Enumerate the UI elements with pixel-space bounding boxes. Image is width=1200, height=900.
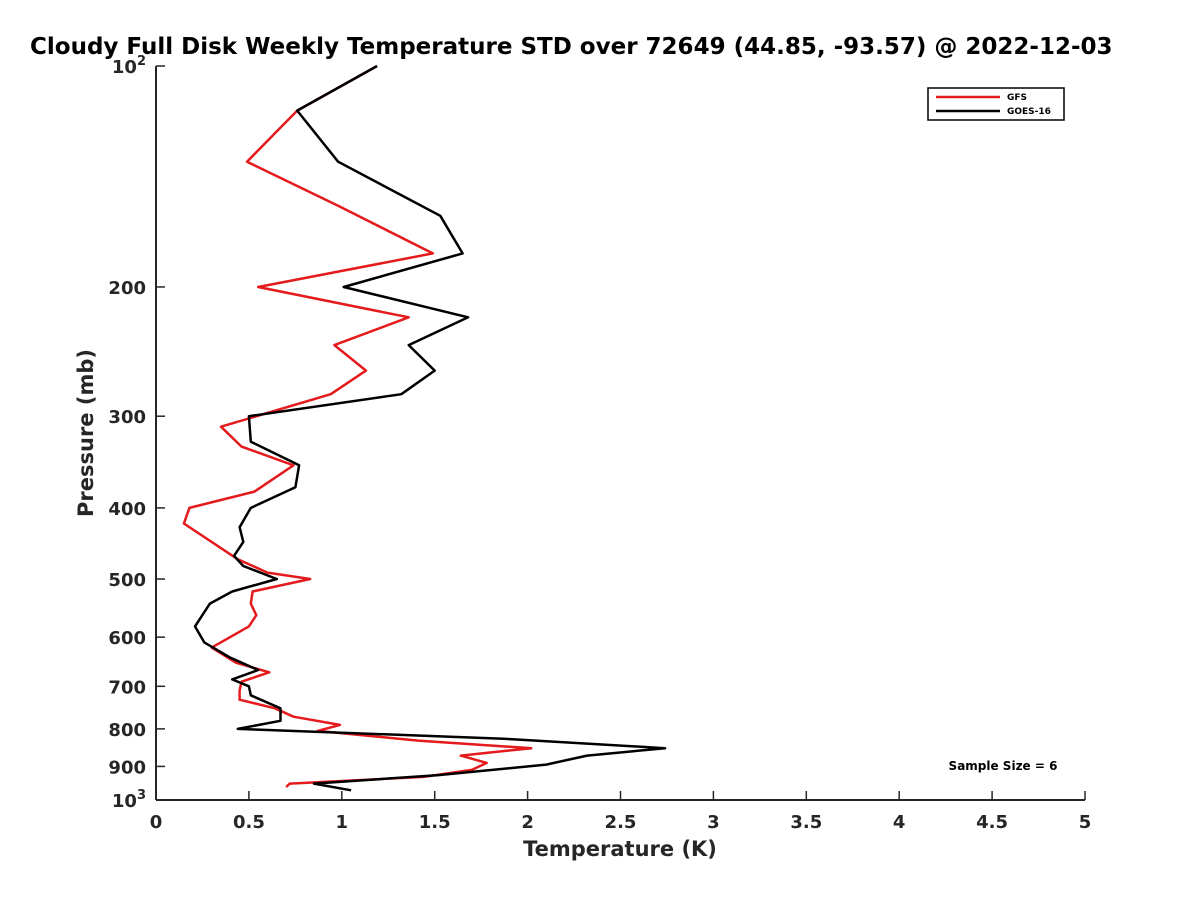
series-line-gfs	[182, 64, 533, 788]
x-tick-label: 1	[336, 812, 349, 833]
sample-size-annotation: Sample Size = 6	[949, 759, 1058, 773]
chart-title: Cloudy Full Disk Weekly Temperature STD …	[30, 34, 1113, 60]
y-tick-label: 103	[112, 788, 146, 812]
x-tick-label: 4	[893, 812, 906, 833]
legend-label-goes16: GOES-16	[1007, 107, 1051, 117]
y-tick-label: 600	[108, 628, 146, 649]
x-tick-label: 3	[707, 812, 720, 833]
x-tick-label: 5	[1079, 812, 1092, 833]
x-axis-label: Temperature (K)	[523, 837, 717, 861]
y-axis-label: Pressure (mb)	[74, 349, 98, 517]
y-tick-label: 300	[108, 407, 146, 428]
legend-box	[927, 87, 1065, 121]
x-tick-label: 3.5	[790, 812, 822, 833]
series-line-goes16	[193, 64, 667, 792]
x-tick-label: 2	[521, 812, 534, 833]
x-tick-label: 1.5	[419, 812, 451, 833]
legend-label-gfs: GFS	[1007, 93, 1027, 103]
y-tick-label: 500	[108, 570, 146, 591]
x-axis-ticks: 0 0.5 1 1.5 2 2.5 3 3.5 4 4.5 5	[150, 791, 1092, 833]
axes	[155, 66, 1085, 801]
y-tick-label: 400	[108, 499, 146, 520]
x-tick-label: 0.5	[233, 812, 265, 833]
series-layer	[182, 64, 667, 792]
y-tick-label: 800	[108, 720, 146, 741]
y-tick-label: 900	[108, 757, 146, 778]
y-tick-label: 700	[108, 677, 146, 698]
legend: GFS GOES-16	[927, 87, 1065, 121]
x-tick-label: 2.5	[605, 812, 637, 833]
x-tick-label: 0	[150, 812, 163, 833]
x-tick-label: 4.5	[976, 812, 1008, 833]
y-tick-label: 200	[108, 278, 146, 299]
y-axis-ticks: 102 200 300 400 500 600 700 800 900 103	[108, 54, 165, 812]
plot-area: 0 0.5 1 1.5 2 2.5 3 3.5 4 4.5 5 102 200 300 400 500 600…	[108, 54, 1091, 833]
y-tick-label: 102	[112, 54, 146, 78]
